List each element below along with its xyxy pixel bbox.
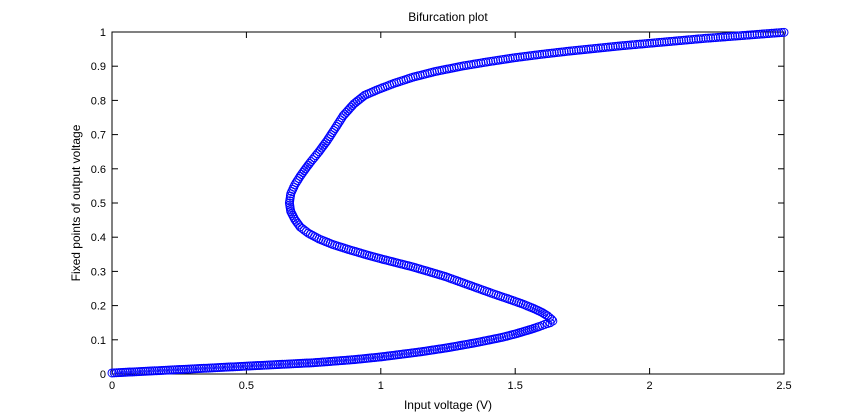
data-point-marker [728,31,738,41]
data-point-marker [344,104,354,114]
x-tick-label: 1 [378,380,384,392]
data-point-marker [535,307,545,316]
data-point-marker [735,31,745,41]
data-point-marker [681,35,691,45]
data-point-marker [755,29,765,39]
data-point-marker [708,33,718,43]
data-point-marker [777,28,787,38]
data-point-marker [742,30,752,40]
data-point-marker [341,107,351,117]
x-tick-label: 1.5 [508,380,523,392]
data-point-marker [745,30,755,40]
y-tick-label: 0.6 [91,164,106,176]
data-point-marker [667,36,677,46]
data-point-marker [740,30,750,40]
data-point-marker [340,109,350,119]
y-axis-label: Fixed points of output voltage [69,124,83,281]
y-tick-label: 0.8 [91,95,106,107]
data-point-marker [718,32,728,42]
data-point-marker [620,40,630,50]
data-point-marker [779,27,789,37]
y-tick-label: 0.3 [91,266,106,278]
data-markers [107,27,789,378]
data-point-marker [737,31,747,41]
data-point-marker [654,37,664,47]
data-point-marker [343,106,353,116]
data-point-marker [684,35,694,45]
data-point-marker [747,30,757,40]
y-tick-label: 0.4 [91,232,106,244]
data-point-marker [703,33,713,43]
y-tick-label: 0.7 [91,130,106,142]
data-point-marker [338,111,348,121]
data-point-marker [725,31,735,41]
data-point-marker [764,28,774,38]
data-point-marker [674,36,684,46]
data-point-marker [701,33,711,43]
x-tick-label: 0 [109,380,115,392]
data-point-marker [627,40,637,50]
data-point-marker [723,32,733,42]
data-point-marker [652,38,662,48]
data-point-marker [752,29,762,39]
data-point-marker [659,37,669,47]
data-point-marker [548,316,558,326]
data-point-marker [297,223,307,233]
data-point-marker [750,30,760,40]
data-point-marker [346,102,356,112]
data-point-marker [715,32,725,42]
y-tick-label: 0.5 [91,198,106,210]
data-point-marker [664,37,674,47]
x-tick-label: 2 [647,380,653,392]
data-point-marker [762,29,772,39]
data-point-marker [287,209,297,219]
data-point-marker [772,28,782,38]
data-point-marker [623,40,633,50]
x-axis-label: Input voltage (V) [404,398,492,412]
x-tick-label: 0.5 [239,380,254,392]
data-point-marker [730,31,740,41]
data-point-marker [774,28,784,38]
data-point-marker [647,38,657,48]
plot-area [111,31,785,375]
data-point-marker [733,31,743,41]
data-point-marker [693,34,703,44]
y-tick-label: 0.1 [91,335,106,347]
data-point-marker [642,39,652,48]
data-point-marker [686,35,696,45]
data-point-marker [713,32,723,42]
y-tick-label: 0.9 [91,61,106,73]
y-tick-label: 1 [100,27,106,39]
data-point-marker [759,29,769,39]
data-point-marker [720,32,730,42]
data-point-marker [632,39,642,49]
x-tick-label: 2.5 [776,380,791,392]
data-point-marker [347,101,357,111]
data-point-marker [537,307,547,317]
data-point-marker [767,28,777,38]
data-point-marker [533,306,543,316]
data-point-marker [706,33,716,43]
x-axis-ticks: 0 0.5 1 1.5 2 2.5 [109,32,792,392]
data-point-marker [698,34,708,43]
y-tick-label: 0 [100,369,106,381]
y-tick-label: 0.2 [91,301,106,313]
data-point-marker [711,33,721,43]
data-point-marker [757,29,767,39]
chart-title: Bifurcation plot [408,10,488,24]
data-point-marker [531,305,541,315]
y-axis-ticks: 0 0.1 0.2 0.3 0.4 0.5 0.6 0.7 0.8 0.9 1 [91,27,784,381]
data-point-marker [640,39,650,49]
data-point-marker [769,28,779,38]
